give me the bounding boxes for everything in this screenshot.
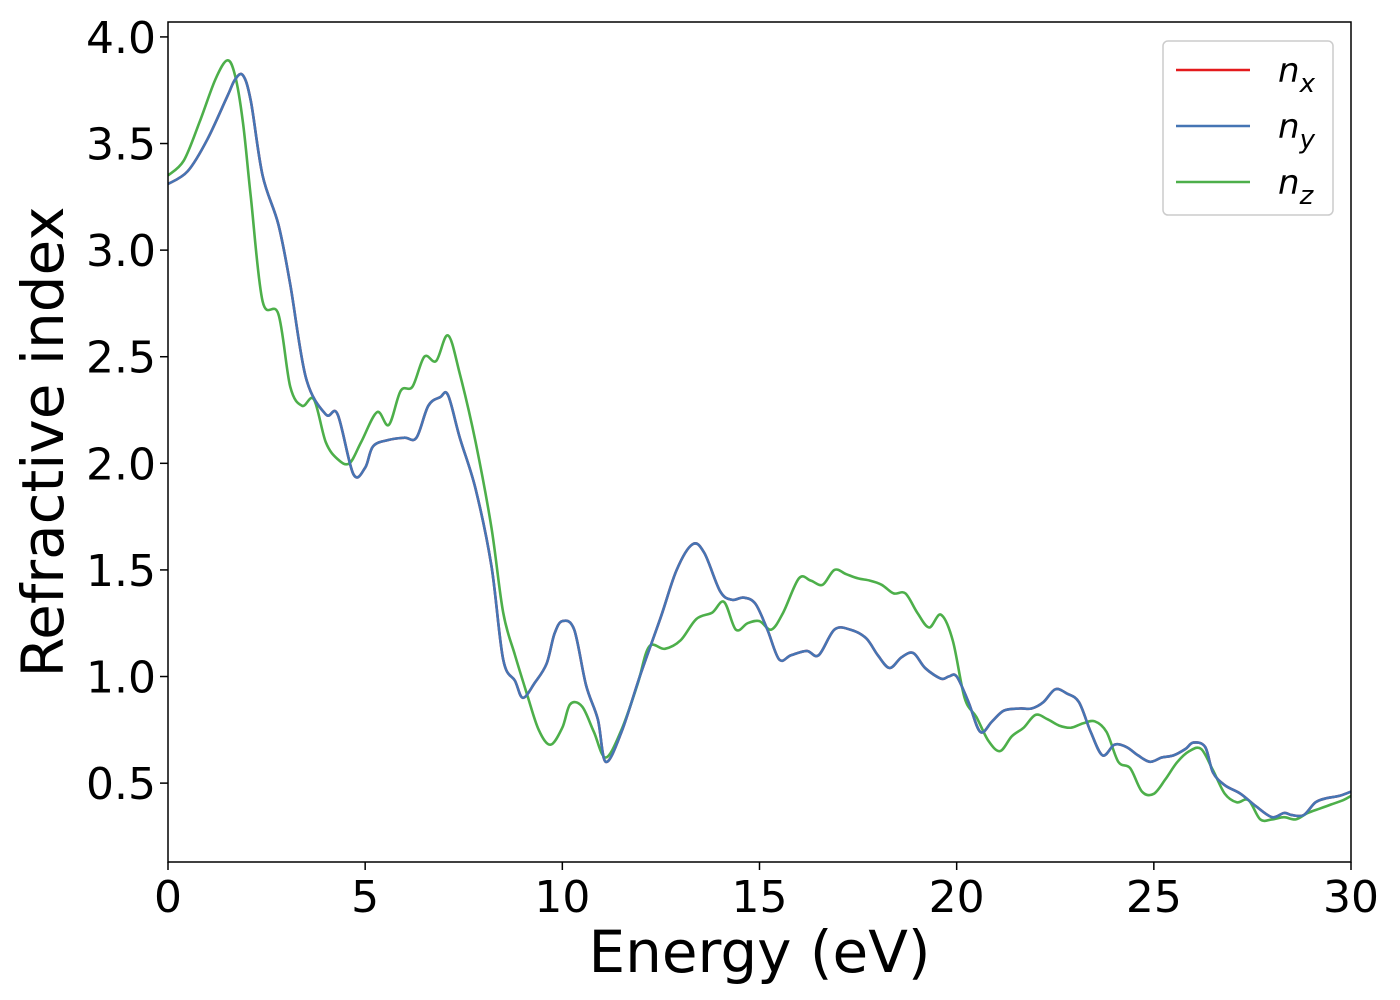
y-tick-label: 0.5 [86,759,156,810]
x-tick-label: 15 [732,872,788,923]
x-tick-label: 5 [351,872,379,923]
x-tick-label: 30 [1323,872,1379,923]
x-axis: 0 5 10 15 20 25 30 [154,862,1379,923]
y-axis-label: Refractive index [9,206,77,677]
y-tick-label: 3.5 [86,120,156,171]
series-line-ny [168,72,1351,819]
y-tick-label: 2.0 [86,439,156,490]
y-tick-label: 1.0 [86,653,156,704]
legend-label-main: n [1278,107,1300,147]
legend-box [1162,40,1334,216]
legend-label-ny: ny [1278,107,1316,155]
y-tick-label: 3.0 [86,226,156,277]
legend-label-main: n [1278,163,1300,203]
x-tick-label: 0 [154,872,182,923]
legend-label-nx: nx [1278,51,1316,99]
legend-label-subscript: z [1299,181,1315,211]
y-tick-label: 4.0 [86,13,156,64]
series-line-nz [168,59,1351,823]
legend-label-subscript: y [1299,125,1316,155]
legend-label-main: n [1278,51,1300,91]
y-axis: 0.5 1.0 1.5 2.0 2.5 3.0 3.5 4.0 [86,13,168,810]
y-tick-label: 1.5 [86,546,156,597]
x-tick-label: 25 [1126,872,1182,923]
legend-label-subscript: x [1299,69,1316,99]
x-tick-label: 20 [929,872,985,923]
y-tick-label: 2.5 [86,333,156,384]
plot-lines [168,59,1351,823]
x-axis-label: Energy (eV) [588,918,930,986]
legend-label-nz: nz [1278,163,1315,211]
x-tick-label: 10 [534,872,590,923]
